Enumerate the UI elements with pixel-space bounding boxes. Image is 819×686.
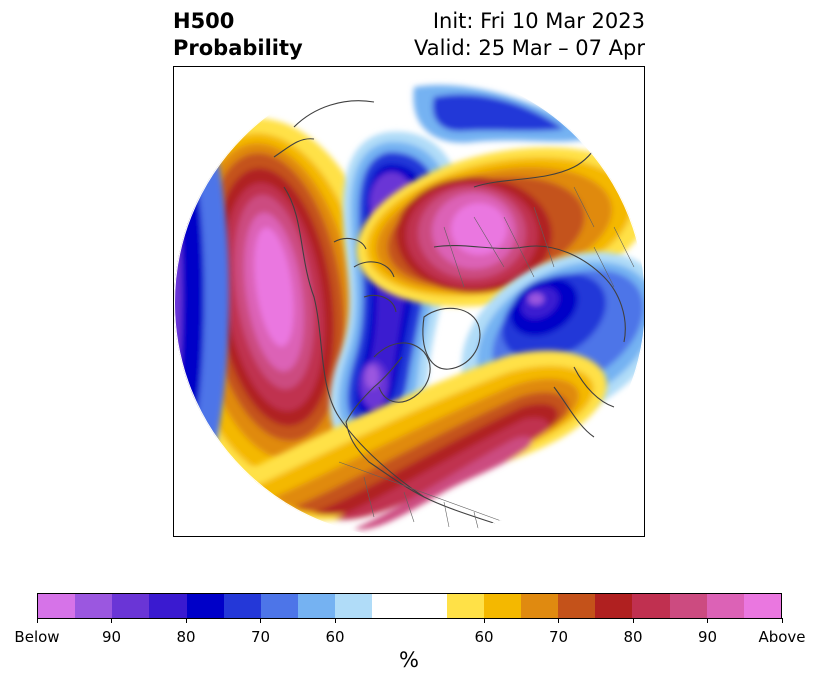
chart-dates: Init: Fri 10 Mar 2023 Valid: 25 Mar – 07…: [414, 8, 645, 62]
colorbar-tick: [707, 618, 708, 623]
chart-title: H500 Probability: [173, 8, 303, 62]
anomaly-above-atlantic: [234, 350, 607, 530]
title-product: Probability: [173, 36, 303, 60]
colorbar-segment: [669, 594, 707, 618]
colorbar-segment: [298, 594, 336, 618]
alaska-coast: [273, 100, 375, 158]
anomaly-above-siberia: [356, 147, 644, 307]
probability-map: [174, 67, 644, 536]
colorbar-segment: [743, 594, 782, 618]
colorbar-segment: [706, 594, 744, 618]
valid-range: Valid: 25 Mar – 07 Apr: [414, 36, 645, 60]
anomaly-below-north-arc: [413, 85, 594, 143]
colorbar-segment: [521, 594, 559, 618]
colorbar-tick: [334, 618, 336, 623]
colorbar-segment: [483, 594, 522, 618]
colorbar-tick-label: Below: [14, 628, 60, 646]
init-date: Init: Fri 10 Mar 2023: [432, 9, 645, 33]
greenland-coast: [422, 307, 481, 370]
arctic-islands: [333, 237, 397, 313]
colorbar-segment: [558, 594, 596, 618]
colorbar-tick: [781, 618, 783, 623]
colorbar-segment: [186, 594, 224, 618]
colorbar-tick-label: 90: [697, 628, 718, 646]
colorbar-tick-label: 60: [474, 628, 494, 646]
title-variable: H500: [173, 9, 235, 33]
colorbar-segment: [38, 594, 76, 618]
colorbar-tick-label: 70: [250, 628, 271, 646]
colorbar-tick-label: 90: [101, 628, 122, 646]
colorbar-tick: [483, 618, 485, 623]
colorbar-segment: [372, 594, 447, 618]
colorbar: [37, 593, 782, 619]
colorbar-tick: [558, 618, 559, 623]
colorbar-segment: [75, 594, 113, 618]
colorbar-tick: [185, 618, 187, 623]
colorbar-tick: [632, 618, 634, 623]
hudson-bay-coast: [373, 342, 431, 403]
colorbar-segment: [260, 594, 299, 618]
colorbar-segment: [595, 594, 633, 618]
map-boundary: [174, 67, 644, 536]
colorbar-tick: [111, 618, 112, 623]
colorbar-tick-label: 80: [623, 628, 643, 646]
colorbar-segment: [632, 594, 670, 618]
map-panel: [173, 66, 645, 537]
colorbar-segment: [223, 594, 261, 618]
colorbar-tick: [260, 618, 261, 623]
colorbar-tick-label: Above: [758, 628, 806, 646]
colorbar-tick-label: 80: [176, 628, 196, 646]
colorbar-tick-label: 60: [325, 628, 345, 646]
colorbar-segment: [112, 594, 150, 618]
country-borders: [338, 186, 635, 533]
colorbar-unit-label: %: [399, 648, 419, 672]
coastlines: [273, 96, 626, 536]
colorbar-segment: [446, 594, 484, 618]
colorbar-tick-label: 70: [548, 628, 569, 646]
north-america-coast: [283, 186, 535, 536]
anomaly-below-west-edge: [174, 67, 229, 527]
colorbar-segment: [335, 594, 373, 618]
europe-coast: [553, 366, 615, 438]
colorbar-tick: [36, 618, 38, 623]
colorbar-segment: [149, 594, 187, 618]
